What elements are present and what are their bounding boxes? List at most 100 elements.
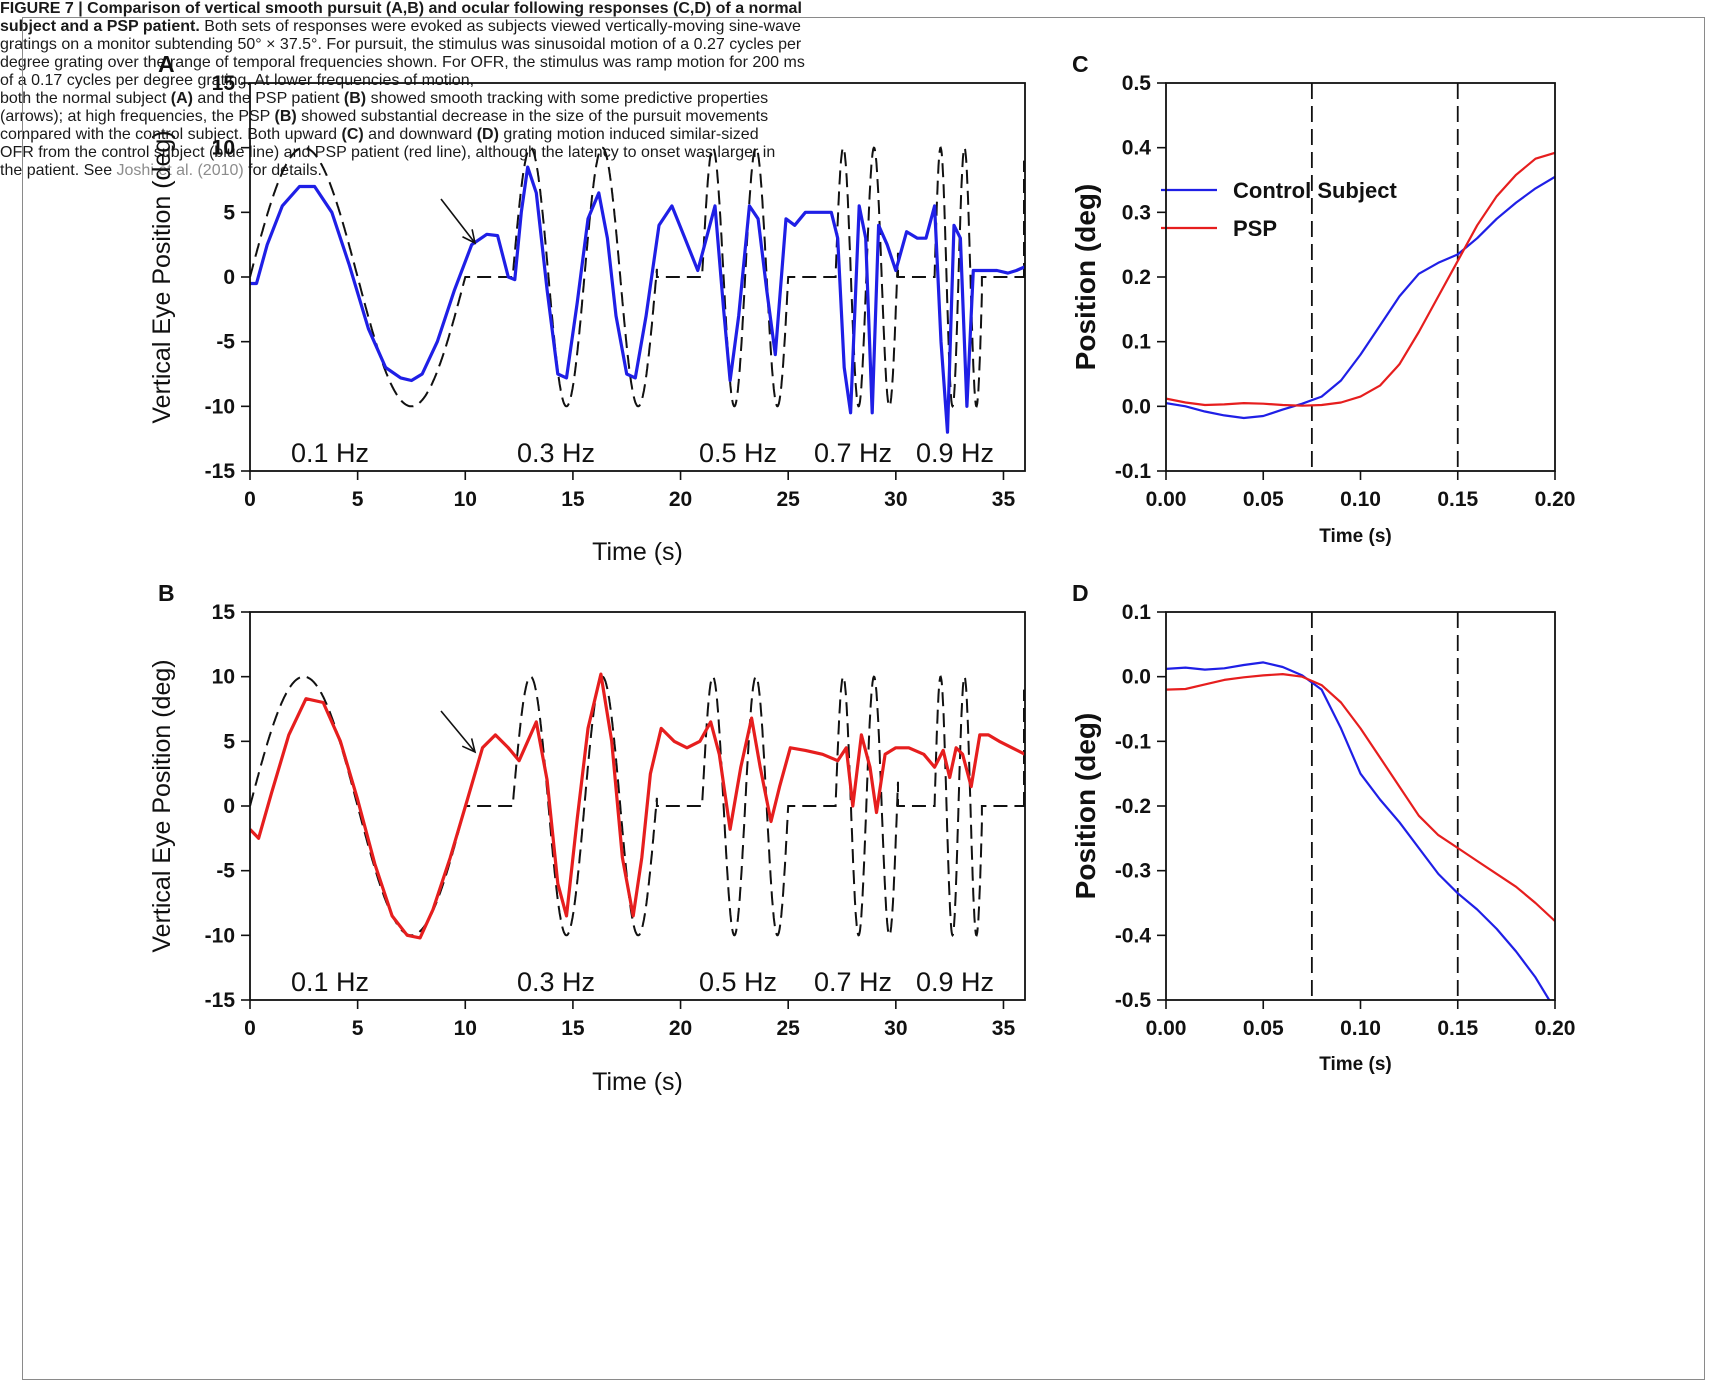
caption-text: and downward <box>363 126 477 143</box>
plot-area <box>250 672 1025 940</box>
caption-right-column: both the normal subject (A) and the PSP … <box>0 90 790 180</box>
citation-link[interactable]: Joshi et al. (2010) <box>116 162 244 179</box>
x-axis-title: Time (s) <box>1319 1054 1392 1075</box>
frequency-label: 0.5 Hz <box>699 438 777 468</box>
panel-b: B 0 5 10 15 20 25 30 35 15 10 5 0 -5 -10 -15 Time (s) Ver… <box>148 580 1026 1096</box>
frequency-label: 0.7 Hz <box>814 438 892 468</box>
plot-area <box>1166 612 1555 1000</box>
legend-label: PSP <box>1233 216 1277 241</box>
x-tick-label: 20 <box>669 1017 692 1040</box>
y-tick-label: 0.0 <box>1122 666 1151 689</box>
plot-frame <box>1165 82 1556 472</box>
x-axis-title: Time (s) <box>1319 526 1392 547</box>
frequency-label: 0.1 Hz <box>291 967 369 997</box>
y-tick-label: 10 <box>212 666 235 689</box>
y-tick-label: 0.0 <box>1122 395 1151 418</box>
arrow-shaft <box>440 710 476 753</box>
frequency-label: 0.7 Hz <box>814 967 892 997</box>
caption-text: grating motion induced similar-sized OFR… <box>0 126 776 179</box>
frequency-label: 0.5 Hz <box>699 967 777 997</box>
figure-label: FIGURE 7 | <box>0 0 88 17</box>
caption-text: and the PSP patient <box>192 90 344 107</box>
x-tick-label: 0.10 <box>1340 488 1381 511</box>
plot-area <box>250 146 1025 434</box>
plot-frame <box>1165 611 1556 1001</box>
panel-letter: D <box>1072 580 1089 606</box>
x-tick-label: 0.20 <box>1535 1017 1576 1040</box>
figure-frame <box>22 17 1705 1380</box>
panel-letter: B <box>158 580 175 606</box>
y-tick-label: -15 <box>205 989 236 1012</box>
caption-left-text: Both sets of responses were evoked as su… <box>0 18 805 89</box>
control-subject-line <box>1166 175 1555 420</box>
x-tick-label: 30 <box>884 488 907 511</box>
frequency-label: 0.3 Hz <box>517 438 595 468</box>
x-axis-title: Time (s) <box>592 1068 683 1096</box>
caption-ref-b: (B) <box>274 108 297 125</box>
x-tick-label: 0.05 <box>1243 488 1284 511</box>
caption-ref-b: (B) <box>343 90 367 107</box>
x-tick-label: 0.00 <box>1146 1017 1187 1040</box>
figure-plots: A 0 5 10 15 20 25 30 35 15 10 5 0 -5 -10 -15 Time (s) Ver… <box>148 51 1575 1096</box>
y-axis-title: Vertical Eye Position (deg) <box>148 659 176 952</box>
x-tick-label: 0.10 <box>1340 1017 1381 1040</box>
arrow-head <box>461 738 477 754</box>
y-tick-label: 5 <box>223 730 235 753</box>
x-tick-label: 5 <box>352 1017 364 1040</box>
x-axis-title: Time (s) <box>592 538 683 566</box>
y-tick-label: -5 <box>216 860 235 883</box>
plot-frame <box>249 82 1026 472</box>
caption-text: showed substantial decrease in the size … <box>0 108 769 143</box>
arrow-shaft <box>440 198 476 244</box>
plot-frame <box>249 611 1026 1001</box>
y-tick-label: 0.4 <box>1122 137 1152 160</box>
y-tick-label: 0 <box>223 266 235 289</box>
x-tick-label: 10 <box>454 1017 477 1040</box>
y-tick-label: 0.5 <box>1122 72 1152 95</box>
x-tick-label: 0 <box>244 1017 256 1040</box>
y-tick-label: 0 <box>223 795 235 818</box>
legend-label: Control Subject <box>1233 178 1397 203</box>
y-tick-label: -0.5 <box>1115 989 1152 1012</box>
y-tick-label: 0.3 <box>1122 201 1151 224</box>
panel-d: D 0.00 0.05 0.10 0.15 0.20 0.1 0.0 -0.1 -0.2 -0.3 -… <box>1070 580 1575 1075</box>
arrow-head <box>462 229 477 245</box>
x-tick-label: 5 <box>352 488 364 511</box>
y-tick-label: -0.4 <box>1115 924 1152 947</box>
y-tick-label: 5 <box>223 201 235 224</box>
panel-c: C 0.00 0.05 0.10 0.15 0.20 0.5 0.4 0.3 0.2 0.1 0.0 -… <box>1070 51 1575 547</box>
x-tick-label: 30 <box>884 1017 907 1040</box>
caption-text: for details. <box>243 162 322 179</box>
y-tick-label: -0.1 <box>1115 730 1152 753</box>
y-tick-label: 0.1 <box>1122 331 1152 354</box>
y-tick-label: 0.2 <box>1122 266 1151 289</box>
x-tick-label: 0 <box>244 488 256 511</box>
panel-letter: C <box>1072 51 1089 77</box>
y-tick-label: -0.1 <box>1115 460 1152 483</box>
y-tick-label: 0.1 <box>1122 601 1152 624</box>
caption-ref-d: (D) <box>476 126 499 143</box>
x-tick-label: 15 <box>561 488 585 511</box>
x-tick-label: 25 <box>777 1017 801 1040</box>
y-tick-label: 15 <box>212 72 236 95</box>
control-subject-line <box>1166 661 1551 1000</box>
y-tick-label: -0.2 <box>1115 795 1151 818</box>
y-tick-label: -0.3 <box>1115 860 1151 883</box>
caption-text: both the normal subject <box>0 90 171 107</box>
y-axis-title: Vertical Eye Position (deg) <box>148 130 176 423</box>
y-tick-label: -10 <box>205 924 235 947</box>
panel-a: A 0 5 10 15 20 25 30 35 15 10 5 0 -5 -10 -15 Time (s) Ver… <box>148 51 1026 566</box>
y-axis-title: Position (deg) <box>1070 713 1101 900</box>
x-tick-label: 35 <box>992 488 1016 511</box>
x-tick-label: 20 <box>669 488 692 511</box>
y-tick-label: -5 <box>216 331 235 354</box>
figure-title: Comparison of vertical smooth pursuit (A… <box>0 0 802 35</box>
frequency-label: 0.3 Hz <box>517 967 595 997</box>
panel-letter: A <box>158 51 175 77</box>
caption-text: showed smooth tracking with some predict… <box>0 90 769 125</box>
x-tick-label: 0.20 <box>1535 488 1576 511</box>
y-tick-label: -15 <box>205 460 236 483</box>
caption-ref-c: (C) <box>341 126 364 143</box>
y-tick-label: 10 <box>212 137 235 160</box>
caption-ref-a: (A) <box>170 90 193 107</box>
